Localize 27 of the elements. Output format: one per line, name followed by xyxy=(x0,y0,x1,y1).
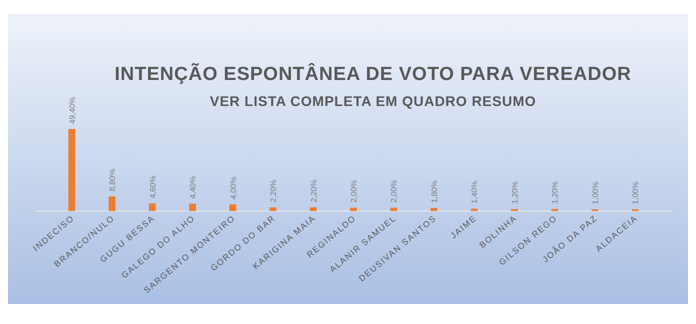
bar xyxy=(390,208,398,211)
data-label: 1,00% xyxy=(631,182,640,204)
data-label: 4,00% xyxy=(228,176,238,200)
bar xyxy=(270,207,276,211)
bar xyxy=(148,203,156,211)
data-label: 2,00% xyxy=(350,180,358,203)
data-label: 1,20% xyxy=(550,181,560,204)
bar xyxy=(229,204,236,211)
bar xyxy=(189,204,196,211)
chart-title: INTENÇÃO ESPONTÂNEA DE VOTO PARA VEREADOR xyxy=(114,62,632,85)
data-label: 1,00% xyxy=(590,182,600,204)
data-label: 4,60% xyxy=(148,176,158,198)
data-label: 2,00% xyxy=(390,180,399,203)
data-label: 1,20% xyxy=(510,181,520,204)
bar xyxy=(350,208,357,211)
data-label: 2,20% xyxy=(269,180,278,202)
data-label: 1,80% xyxy=(430,180,439,204)
data-label: 8,80% xyxy=(108,168,118,192)
chart-subtitle: VER LISTA COMPLETA EM QUADRO RESUMO xyxy=(210,93,536,109)
data-label: 49,40% xyxy=(68,96,77,124)
bar xyxy=(310,207,317,211)
data-label: 4,40% xyxy=(188,176,198,199)
bar xyxy=(108,196,116,211)
data-label: 2,20% xyxy=(309,180,318,202)
bar xyxy=(430,208,438,211)
bar xyxy=(68,129,76,211)
data-label: 1,40% xyxy=(470,180,480,204)
